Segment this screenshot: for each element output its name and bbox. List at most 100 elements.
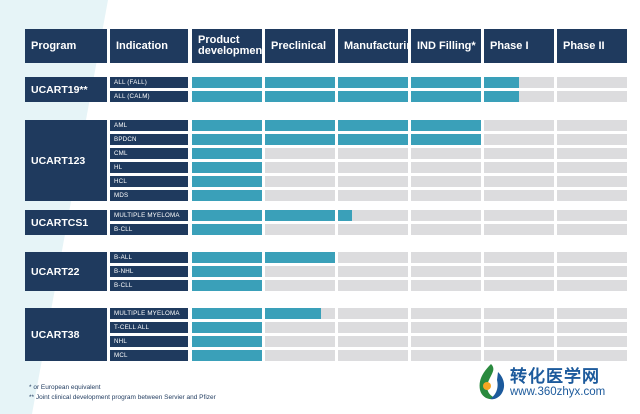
progress-bar (265, 252, 335, 263)
stage-cell (338, 280, 408, 291)
stage-cell (557, 134, 627, 145)
stage-cell (557, 336, 627, 347)
indication-label: ALL (FALL) (110, 77, 188, 88)
stage-cell (484, 134, 554, 145)
watermark-text: 转化医学网 (510, 367, 600, 386)
stage-cell (484, 224, 554, 235)
stage-cell (557, 350, 627, 361)
progress-bar (192, 266, 262, 277)
header-stage-5: Phase I (484, 29, 554, 63)
header-indication: Indication (110, 29, 188, 63)
stage-cell (338, 190, 408, 201)
progress-bar (338, 91, 408, 102)
progress-bar (484, 77, 519, 88)
stage-cell (484, 77, 554, 88)
stage-cell (265, 322, 335, 333)
progress-bar (192, 322, 262, 333)
stage-cell (484, 308, 554, 319)
stage-cell (484, 190, 554, 201)
progress-bar (192, 148, 262, 159)
stage-cell (338, 252, 408, 263)
indication-label: CML (110, 148, 188, 159)
stage-cell (557, 322, 627, 333)
stage-cell (265, 148, 335, 159)
header-stage-6: Phase II (557, 29, 627, 63)
stage-cell (484, 252, 554, 263)
stage-cell (411, 210, 481, 221)
indication-label: B-CLL (110, 224, 188, 235)
stage-cell (557, 148, 627, 159)
stage-cell (411, 162, 481, 173)
progress-bar (338, 120, 408, 131)
stage-cell (265, 162, 335, 173)
indication-label: MULTIPLE MYELOMA (110, 210, 188, 221)
stage-cell (557, 210, 627, 221)
progress-bar (192, 77, 262, 88)
progress-bar (192, 134, 262, 145)
indication-label: AML (110, 120, 188, 131)
stage-cell (265, 224, 335, 235)
stage-cell (411, 266, 481, 277)
stage-cell (338, 336, 408, 347)
stage-cell (338, 210, 408, 221)
indication-label: HL (110, 162, 188, 173)
indication-label: ALL (CALM) (110, 91, 188, 102)
indication-label: MCL (110, 350, 188, 361)
stage-cell (484, 162, 554, 173)
progress-bar (338, 210, 352, 221)
progress-bar (411, 91, 481, 102)
footnote-2: ** Joint clinical development program be… (29, 394, 216, 401)
header-stage-3: Manufacturing (338, 29, 420, 63)
stage-cell (557, 77, 627, 88)
program-label: UCART123 (25, 120, 107, 201)
progress-bar (192, 224, 262, 235)
stage-cell (557, 190, 627, 201)
progress-bar (338, 77, 408, 88)
indication-label: T-CELL ALL (110, 322, 188, 333)
stage-cell (411, 252, 481, 263)
program-label: UCARTCS1 (25, 210, 107, 235)
stage-cell (484, 350, 554, 361)
footnote-1: * or European equivalent (29, 384, 101, 391)
stage-cell (265, 350, 335, 361)
stage-cell (265, 176, 335, 187)
stage-cell (484, 322, 554, 333)
watermark: 转化医学网 www.360zhyx.com (474, 358, 634, 410)
progress-bar (411, 77, 481, 88)
stage-cell (557, 162, 627, 173)
stage-cell (338, 148, 408, 159)
progress-bar (192, 176, 262, 187)
progress-bar (192, 162, 262, 173)
stage-cell (411, 280, 481, 291)
progress-bar (192, 120, 262, 131)
stage-cell (265, 336, 335, 347)
header-stage-2: Preclinical (265, 29, 335, 63)
stage-cell (557, 176, 627, 187)
stage-cell (484, 210, 554, 221)
progress-bar (338, 134, 408, 145)
stage-cell (411, 190, 481, 201)
stage-cell (338, 224, 408, 235)
watermark-logo-icon (479, 364, 505, 400)
stage-cell (265, 266, 335, 277)
stage-cell (557, 252, 627, 263)
stage-cell (338, 322, 408, 333)
progress-bar (411, 120, 481, 131)
progress-bar (265, 210, 335, 221)
progress-bar (192, 252, 262, 263)
indication-label: B-ALL (110, 252, 188, 263)
indication-label: B-CLL (110, 280, 188, 291)
indication-label: HCL (110, 176, 188, 187)
stage-cell (411, 322, 481, 333)
header-stage-1: Product development (192, 29, 266, 63)
progress-bar (192, 280, 262, 291)
stage-cell (557, 266, 627, 277)
stage-cell (484, 148, 554, 159)
stage-cell (557, 224, 627, 235)
stage-cell (265, 280, 335, 291)
progress-bar (484, 91, 519, 102)
progress-bar (265, 77, 335, 88)
progress-bar (192, 91, 262, 102)
progress-bar (192, 190, 262, 201)
stage-cell (484, 280, 554, 291)
